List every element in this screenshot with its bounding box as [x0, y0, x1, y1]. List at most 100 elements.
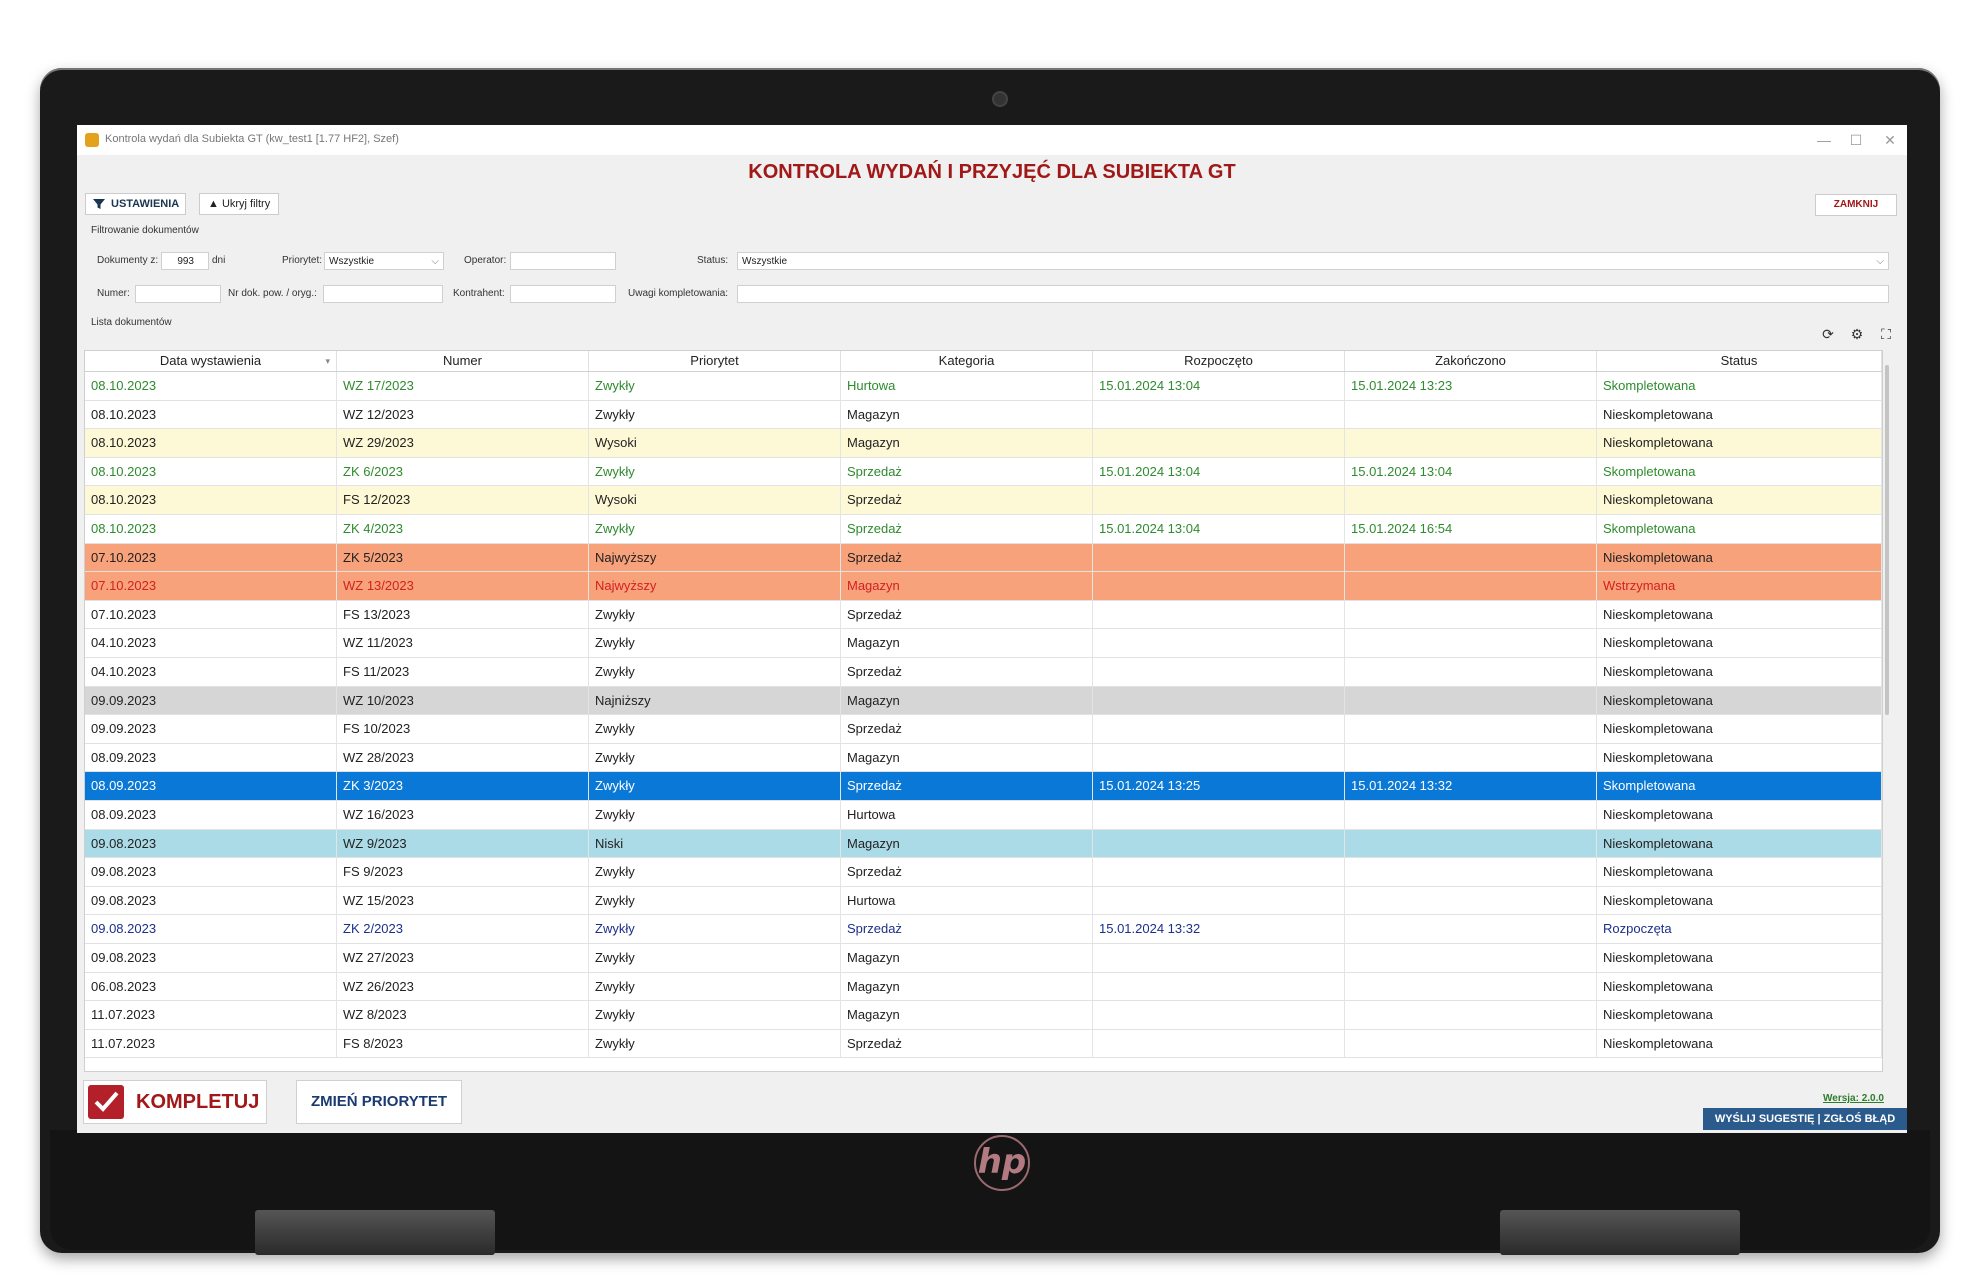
- feedback-button[interactable]: WYŚLIJ SUGESTIĘ | ZGŁOŚ BŁĄD: [1703, 1108, 1907, 1130]
- table-cell: ZK 5/2023: [337, 543, 589, 572]
- change-priority-button[interactable]: ZMIEŃ PRIORYTET: [296, 1080, 462, 1124]
- table-row[interactable]: 08.10.2023 ZK 6/2023 Zwykły Sprzedaż 15.01.2…: [85, 457, 1882, 487]
- scrollbar-thumb[interactable]: [1885, 365, 1889, 715]
- column-header[interactable]: Status: [1597, 351, 1882, 371]
- table-cell: [1345, 486, 1597, 515]
- close-button[interactable]: ZAMKNIJ: [1815, 194, 1897, 216]
- laptop-hinge-left: [255, 1210, 495, 1255]
- table-row[interactable]: 08.10.2023 FS 12/2023 Wysoki Sprzedaż Niesko…: [85, 486, 1882, 515]
- close-window-button[interactable]: ✕: [1884, 132, 1896, 148]
- table-row[interactable]: 07.10.2023 ZK 5/2023 Najwyższy Sprzedaż Nies…: [85, 543, 1882, 573]
- table-cell: 06.08.2023: [85, 972, 337, 1001]
- filter-icon: [93, 199, 105, 209]
- table-cell: Sprzedaż: [841, 772, 1093, 801]
- column-header[interactable]: Data wystawienia ▾: [85, 351, 337, 371]
- table-row[interactable]: 07.10.2023 WZ 13/2023 Najwyższy Magazyn Wstr…: [85, 572, 1882, 601]
- table-row[interactable]: 09.09.2023 WZ 10/2023 Najniższy Magazyn Nies…: [85, 686, 1882, 716]
- table-row[interactable]: 09.08.2023 ZK 2/2023 Zwykły Sprzedaż 15.01.2…: [85, 915, 1882, 944]
- table-cell: Sprzedaż: [841, 515, 1093, 543]
- table-cell: Nieskompletowana: [1597, 715, 1882, 744]
- hp-logo: hp: [974, 1135, 1030, 1191]
- table-cell: Zwykły: [589, 715, 841, 744]
- table-row[interactable]: 08.09.2023 ZK 3/2023 Zwykły Sprzedaż 15.01.2…: [85, 772, 1882, 801]
- table-row[interactable]: 09.08.2023 WZ 9/2023 Niski Magazyn Nieskompl…: [85, 829, 1882, 859]
- hide-filters-button[interactable]: ▲ Ukryj filtry: [199, 193, 280, 215]
- table-cell: Zwykły: [589, 944, 841, 972]
- table-row[interactable]: 04.10.2023 FS 11/2023 Zwykły Sprzedaż Niesko…: [85, 658, 1882, 687]
- table-row[interactable]: 11.07.2023 FS 8/2023 Zwykły Sprzedaż Nieskom…: [85, 1029, 1882, 1059]
- table-cell: Nieskompletowana: [1597, 829, 1882, 858]
- table-cell: [1345, 944, 1597, 972]
- table-cell: Sprzedaż: [841, 915, 1093, 944]
- table-cell: [1345, 1001, 1597, 1030]
- table-cell: Magazyn: [841, 429, 1093, 458]
- list-section-label: Lista dokumentów: [91, 317, 172, 328]
- table-cell: Zwykły: [589, 858, 841, 887]
- minimize-button[interactable]: —: [1817, 132, 1831, 148]
- column-header[interactable]: Kategoria: [841, 351, 1093, 371]
- table-row[interactable]: 04.10.2023 WZ 11/2023 Zwykły Magazyn Nieskom…: [85, 629, 1882, 658]
- fullscreen-icon[interactable]: ⛶: [1881, 326, 1891, 342]
- table-row[interactable]: 08.09.2023 WZ 16/2023 Zwykły Hurtowa Nieskom…: [85, 801, 1882, 830]
- table-cell: Zwykły: [589, 629, 841, 658]
- filters-section-label: Filtrowanie dokumentów: [91, 225, 199, 236]
- operator-input[interactable]: [510, 252, 616, 270]
- contractor-input[interactable]: [510, 285, 616, 303]
- column-header[interactable]: Rozpoczęto: [1093, 351, 1345, 371]
- table-cell: Magazyn: [841, 743, 1093, 772]
- table-cell: Magazyn: [841, 829, 1093, 858]
- table-row[interactable]: 06.08.2023 WZ 26/2023 Zwykły Magazyn Nieskom…: [85, 972, 1882, 1002]
- table-row[interactable]: 09.08.2023 WZ 15/2023 Zwykły Hurtowa Nieskom…: [85, 886, 1882, 916]
- table-cell: 08.10.2023: [85, 429, 337, 458]
- table-row[interactable]: 09.08.2023 WZ 27/2023 Zwykły Magazyn Nieskom…: [85, 944, 1882, 973]
- table-header: Data wystawienia ▾ Numer Priorytet Kategoria…: [85, 351, 1882, 372]
- sort-icon: ▾: [325, 356, 330, 366]
- status-select[interactable]: Wszystkie ⌵: [737, 252, 1889, 270]
- orig-doc-input[interactable]: [323, 285, 443, 303]
- priority-select[interactable]: Wszystkie ⌵: [324, 252, 444, 270]
- number-input[interactable]: [135, 285, 221, 303]
- table-cell: FS 11/2023: [337, 658, 589, 686]
- docs-from-label: Dokumenty z:: [97, 255, 159, 266]
- table-cell: [1345, 572, 1597, 601]
- table-row[interactable]: 08.09.2023 WZ 28/2023 Zwykły Magazyn Nieskom…: [85, 743, 1882, 773]
- settings-button[interactable]: USTAWIENIA: [85, 193, 187, 215]
- complete-button[interactable]: KOMPLETUJ: [83, 1080, 267, 1124]
- column-header[interactable]: Zakończono: [1345, 351, 1597, 371]
- table-cell: [1345, 1029, 1597, 1058]
- table-cell: 04.10.2023: [85, 629, 337, 658]
- table-row[interactable]: 08.10.2023 WZ 17/2023 Zwykły Hurtowa 15.01.2…: [85, 372, 1882, 401]
- table-row[interactable]: 09.08.2023 FS 9/2023 Zwykły Sprzedaż Nieskom…: [85, 858, 1882, 887]
- gear-icon[interactable]: ⚙: [1850, 326, 1864, 342]
- table-row[interactable]: 08.10.2023 WZ 12/2023 Zwykły Magazyn Nieskom…: [85, 400, 1882, 430]
- table-cell: 07.10.2023: [85, 572, 337, 601]
- table-cell: 15.01.2024 13:32: [1093, 915, 1345, 944]
- column-header[interactable]: Priorytet: [589, 351, 841, 371]
- table-cell: Magazyn: [841, 629, 1093, 658]
- table-row[interactable]: 08.10.2023 WZ 29/2023 Wysoki Magazyn Nieskom…: [85, 429, 1882, 458]
- table-row[interactable]: 08.10.2023 ZK 4/2023 Zwykły Sprzedaż 15.01.2…: [85, 515, 1882, 544]
- table-row[interactable]: 11.07.2023 WZ 8/2023 Zwykły Magazyn Nieskomp…: [85, 1001, 1882, 1030]
- refresh-icon[interactable]: ⟳: [1822, 326, 1834, 342]
- table-row[interactable]: 09.09.2023 FS 10/2023 Zwykły Sprzedaż Niesko…: [85, 715, 1882, 744]
- docs-from-days-input[interactable]: 993: [161, 252, 209, 270]
- table-cell: [1093, 400, 1345, 429]
- table-cell: WZ 8/2023: [337, 1001, 589, 1030]
- table-cell: Hurtowa: [841, 801, 1093, 829]
- column-header[interactable]: Numer: [337, 351, 589, 371]
- table-cell: Nieskompletowana: [1597, 486, 1882, 515]
- notes-input[interactable]: [737, 285, 1889, 303]
- table-cell: Sprzedaż: [841, 715, 1093, 744]
- table-cell: 11.07.2023: [85, 1001, 337, 1030]
- table-cell: 09.08.2023: [85, 944, 337, 972]
- table-row[interactable]: 07.10.2023 FS 13/2023 Zwykły Sprzedaż Niesko…: [85, 600, 1882, 630]
- table-scrollbar[interactable]: [1883, 365, 1891, 1070]
- table-cell: Nieskompletowana: [1597, 801, 1882, 829]
- table-cell: Nieskompletowana: [1597, 658, 1882, 686]
- version-link[interactable]: Wersja: 2.0.0: [1823, 1093, 1884, 1104]
- table-cell: 08.10.2023: [85, 400, 337, 429]
- table-cell: Sprzedaż: [841, 658, 1093, 686]
- table-cell: Zwykły: [589, 457, 841, 486]
- maximize-button[interactable]: ☐: [1849, 132, 1863, 148]
- table-cell: Sprzedaż: [841, 1029, 1093, 1058]
